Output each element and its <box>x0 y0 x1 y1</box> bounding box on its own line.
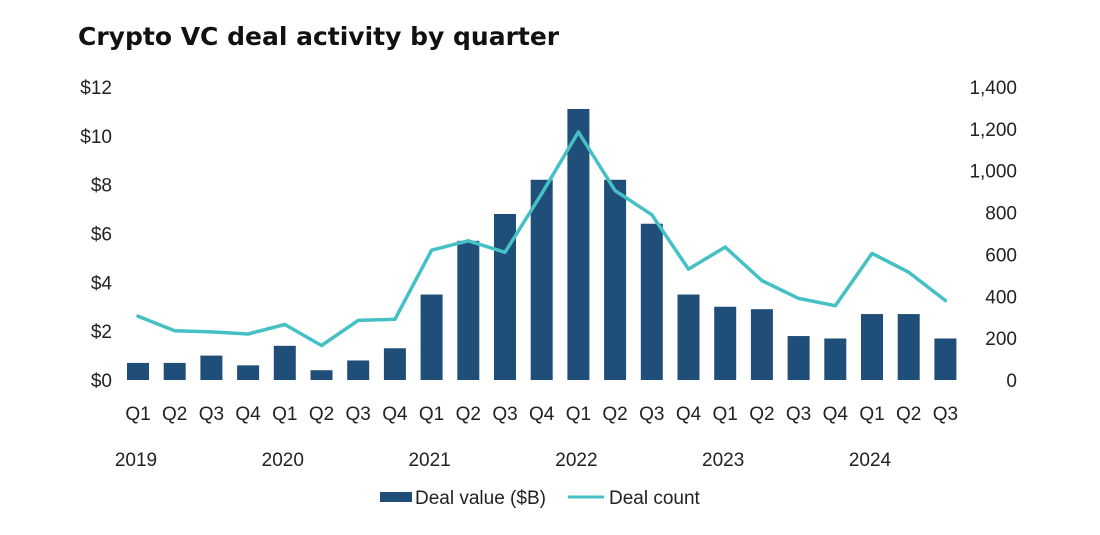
bar-7 <box>383 348 406 380</box>
quarter-label: Q3 <box>346 404 371 425</box>
legend: Deal value ($B) Deal count <box>380 488 701 509</box>
quarter-label: Q1 <box>272 404 297 425</box>
quarter-label: Q2 <box>602 404 627 425</box>
bar-6 <box>347 360 370 380</box>
bar-10 <box>494 213 516 380</box>
quarter-label: Q2 <box>749 404 774 425</box>
left-tick-label: $2 <box>91 322 112 343</box>
quarter-label: Q3 <box>492 404 517 425</box>
legend-label-deal-count: Deal count <box>609 488 701 509</box>
year-label: 2024 <box>849 450 892 471</box>
right-tick-label: 600 <box>985 245 1017 266</box>
right-tick-label: 800 <box>985 204 1017 225</box>
right-tick-label: 200 <box>985 329 1017 350</box>
bar-series <box>127 108 957 380</box>
left-tick-label: $4 <box>91 273 113 294</box>
bar-12 <box>567 108 590 380</box>
left-tick-label: $10 <box>80 127 112 148</box>
quarter-label: Q4 <box>235 404 261 425</box>
legend-label-deal-value: Deal value ($B) <box>415 488 546 509</box>
left-axis: $0 $2 $4 $6 $8 $10 $12 <box>80 78 112 392</box>
year-label: 2023 <box>702 450 744 471</box>
left-tick-label: $12 <box>80 78 112 99</box>
quarter-label: Q1 <box>713 404 738 425</box>
x-axis: Q1 Q2 Q3 Q4 Q1 Q2 Q3 Q4 Q1 Q2 Q3 Q4 Q1 Q2 Q3 Q4 Q1 Q2 Q3 Q4… <box>115 404 958 471</box>
bar-2 <box>200 355 223 380</box>
right-tick-label: 1,000 <box>969 162 1017 183</box>
right-tick-label: 1,400 <box>969 78 1017 99</box>
quarter-label: Q1 <box>566 404 591 425</box>
bar-3 <box>237 365 260 380</box>
quarter-label: Q2 <box>896 404 921 425</box>
quarter-label: Q3 <box>199 404 224 425</box>
bar-15 <box>677 294 700 380</box>
left-tick-label: $0 <box>91 371 112 392</box>
quarter-label: Q2 <box>456 404 481 425</box>
deal-count-line <box>136 130 948 348</box>
right-tick-label: 1,200 <box>969 120 1017 141</box>
bar-0 <box>127 362 149 380</box>
right-tick-label: 400 <box>985 287 1017 308</box>
bar-17 <box>750 309 773 380</box>
legend-swatch-deal-value <box>380 492 412 502</box>
quarter-label: Q4 <box>529 404 555 425</box>
bar-19 <box>824 338 847 380</box>
bar-16 <box>714 306 737 380</box>
quarter-label: Q4 <box>382 404 408 425</box>
right-axis: 0 200 400 600 800 1,000 1,200 1,400 <box>969 78 1017 392</box>
bar-14 <box>640 223 663 380</box>
quarter-label: Q3 <box>786 404 811 425</box>
quarter-label: Q4 <box>823 404 849 425</box>
bar-5 <box>310 370 333 380</box>
quarter-label: Q4 <box>676 404 702 425</box>
quarter-label: Q1 <box>125 404 150 425</box>
year-label: 2019 <box>115 450 157 471</box>
line-series <box>136 130 948 348</box>
right-tick-label: 0 <box>1006 371 1017 392</box>
quarter-label: Q1 <box>419 404 444 425</box>
left-tick-label: $8 <box>91 176 112 197</box>
bar-8 <box>420 294 443 380</box>
bar-11 <box>530 179 553 380</box>
quarter-label: Q3 <box>933 404 958 425</box>
bar-1 <box>163 362 186 380</box>
year-label: 2020 <box>262 450 304 471</box>
year-label: 2022 <box>555 450 597 471</box>
quarter-label: Q2 <box>162 404 187 425</box>
year-label: 2021 <box>408 450 450 471</box>
bar-22 <box>934 338 957 380</box>
quarter-label: Q3 <box>639 404 664 425</box>
bar-21 <box>897 314 920 380</box>
quarter-label: Q2 <box>309 404 334 425</box>
chart-title: Crypto VC deal activity by quarter <box>78 22 560 51</box>
bar-13 <box>604 179 627 380</box>
bar-18 <box>787 336 810 380</box>
bar-20 <box>861 314 883 380</box>
bar-4 <box>273 345 296 380</box>
quarter-label: Q1 <box>859 404 884 425</box>
bar-9 <box>457 240 480 380</box>
left-tick-label: $6 <box>91 225 112 246</box>
